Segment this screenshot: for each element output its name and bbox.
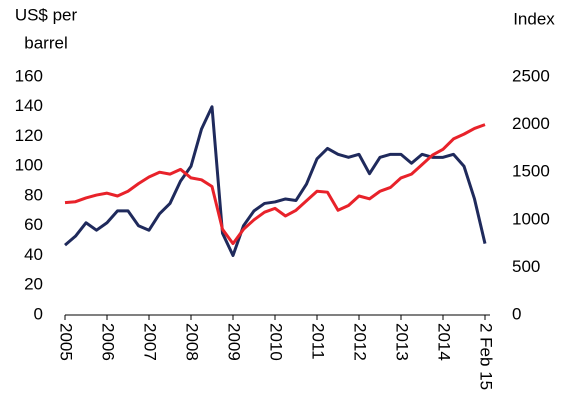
y-tick-label: 0 [34, 304, 43, 323]
y-tick-label: 120 [15, 126, 43, 145]
y-tick-label: 100 [15, 156, 43, 175]
x-tick-label: 2010 [267, 323, 286, 361]
x-tick-label: 2012 [351, 323, 370, 361]
y2-tick-label: 500 [512, 257, 540, 276]
series-line [64, 105, 487, 257]
y-tick-label: 160 [15, 66, 43, 85]
y2-tick-label: 2000 [512, 114, 550, 133]
y2-tick-label: 0 [512, 304, 521, 323]
y-tick-label: 140 [15, 96, 43, 115]
x-tick-label: 2 Feb 15 [477, 323, 496, 390]
x-tick-label: 2006 [99, 323, 118, 361]
y-tick-label: 80 [24, 185, 43, 204]
x-tick-label: 2009 [225, 323, 244, 361]
y2-tick-label: 2500 [512, 66, 550, 85]
x-tick-label: 2011 [309, 323, 328, 360]
y-tick-label: 20 [24, 275, 43, 294]
x-tick-label: 2013 [393, 323, 412, 361]
x-tick-label: 2014 [435, 323, 454, 361]
y2-tick-label: 1000 [512, 209, 550, 228]
y2-axis-title: Index [513, 9, 555, 28]
x-tick-label: 2005 [57, 323, 76, 361]
x-tick-label: 2007 [141, 323, 160, 361]
y-axis-title-line: US$ per [15, 5, 78, 24]
y-axis-title-line: barrel [24, 33, 67, 52]
y2-tick-label: 1500 [512, 162, 550, 181]
y-tick-label: 40 [24, 245, 43, 264]
series-line [64, 123, 486, 246]
x-tick-label: 2008 [183, 323, 202, 361]
y-tick-label: 60 [24, 215, 43, 234]
